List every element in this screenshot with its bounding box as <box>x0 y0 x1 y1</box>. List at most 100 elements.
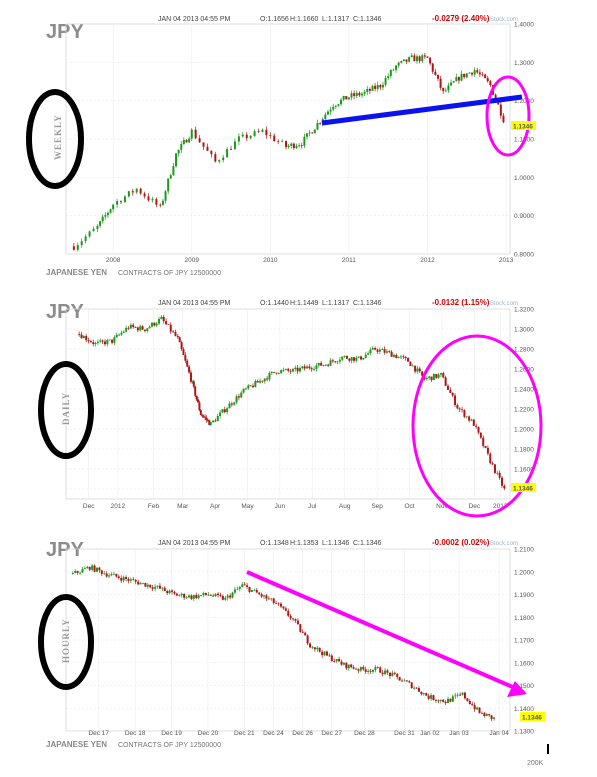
candle-body <box>226 595 229 598</box>
candle-body <box>253 589 256 591</box>
candle-body <box>366 89 369 92</box>
candle-body <box>327 364 330 366</box>
candle-body <box>144 582 147 587</box>
candle-body <box>299 624 302 632</box>
candle-body <box>275 372 278 374</box>
candle-body <box>321 651 324 656</box>
x-tick-label: Nov <box>436 503 448 510</box>
weekly-side-ellipse <box>26 89 84 189</box>
candle-body <box>120 201 123 203</box>
hourly-low: L:1.1346 <box>322 540 349 547</box>
candle-body <box>120 332 123 335</box>
candle-body <box>106 212 109 216</box>
candle-body <box>109 209 112 213</box>
candle-body <box>427 695 430 699</box>
candle-body <box>272 598 275 603</box>
y-tick-label: 1.2000 <box>514 98 534 105</box>
candle-body <box>146 328 149 331</box>
candle-body <box>241 134 244 137</box>
candle-body <box>418 56 421 62</box>
candle-body <box>250 590 253 592</box>
x-tick-label: Dec 24 <box>263 730 284 737</box>
hourly-footer-contract: CONTRACTS OF JPY 12500000 <box>118 742 221 749</box>
y-tick-label: 1.1900 <box>514 592 534 599</box>
y-tick-label: 1.1600 <box>514 467 534 474</box>
candle-body <box>423 55 426 57</box>
candle-body <box>341 356 344 360</box>
daily-plot-frame <box>65 308 511 500</box>
candle-body <box>313 368 316 370</box>
candle-body <box>437 700 440 702</box>
candle-body <box>147 196 150 201</box>
candle-body <box>389 69 392 77</box>
candle-body <box>212 420 215 423</box>
candle-body <box>388 351 391 353</box>
candle-body <box>88 231 91 237</box>
x-tick-label: Dec 19 <box>161 730 182 737</box>
candle-body <box>242 388 245 393</box>
candle-body <box>265 595 268 599</box>
candle-body <box>355 357 358 361</box>
candle-body <box>466 698 469 701</box>
candle-body <box>254 381 257 388</box>
candle-body <box>486 78 489 82</box>
candle-body <box>381 672 384 675</box>
weekly-high: H:1.1660 <box>290 16 319 23</box>
candle-body <box>392 354 395 357</box>
candle-body <box>324 364 327 366</box>
candle-body <box>127 191 130 197</box>
candle-body <box>155 199 158 205</box>
candle-body <box>248 586 251 592</box>
candle-body <box>108 339 111 341</box>
candle-body <box>395 65 398 70</box>
x-tick-label: 2008 <box>106 257 121 264</box>
candle-body <box>111 339 114 343</box>
candle-body <box>444 377 447 386</box>
daily-low: L:1.1317 <box>322 300 349 307</box>
candle-body <box>141 326 144 330</box>
candle-body <box>268 373 271 380</box>
candle-body <box>202 142 205 147</box>
candle-body <box>191 381 194 383</box>
weekly-watermark: Stock.com <box>490 17 518 23</box>
candle-body <box>367 353 370 355</box>
candle-body <box>376 84 379 89</box>
candle-body <box>374 85 377 89</box>
candle-body <box>214 593 217 597</box>
y-tick-label: 1.4000 <box>514 22 534 29</box>
candle-body <box>452 81 455 83</box>
y-tick-label: 1.2400 <box>514 387 534 394</box>
candle-body <box>188 366 191 373</box>
candle-body <box>355 92 358 96</box>
x-tick-label: 2013 <box>499 257 514 264</box>
candle-body <box>468 700 471 705</box>
candle-body <box>403 680 406 682</box>
candle-body <box>484 445 487 448</box>
candle-body <box>81 569 84 573</box>
candle-body <box>104 215 107 217</box>
candle-body <box>300 145 303 147</box>
candle-body <box>257 131 260 133</box>
candle-body <box>310 368 313 370</box>
candle-body <box>223 409 226 413</box>
candle-body <box>175 593 178 596</box>
candle-body <box>269 135 272 136</box>
candle-body <box>149 584 152 588</box>
candle-body <box>402 59 405 62</box>
hourly-side-ellipse <box>38 594 94 690</box>
candle-body <box>217 593 220 596</box>
candle-body <box>340 99 343 105</box>
candle-body <box>498 472 501 478</box>
candle-body <box>348 358 351 361</box>
candle-body <box>83 568 86 570</box>
candle-body <box>387 76 390 79</box>
candle-body <box>431 63 434 72</box>
candle-body <box>292 143 295 149</box>
daily-open: O:1.1440 <box>260 300 289 307</box>
daily-y-axis: 1.3200 1.3000 1.2800 1.2600 1.2400 1.2200 1.20… <box>514 307 534 494</box>
candle-body <box>430 376 433 381</box>
candle-body <box>405 59 408 62</box>
candle-body <box>379 667 382 673</box>
candle-body <box>166 591 169 594</box>
candle-body <box>177 149 180 154</box>
